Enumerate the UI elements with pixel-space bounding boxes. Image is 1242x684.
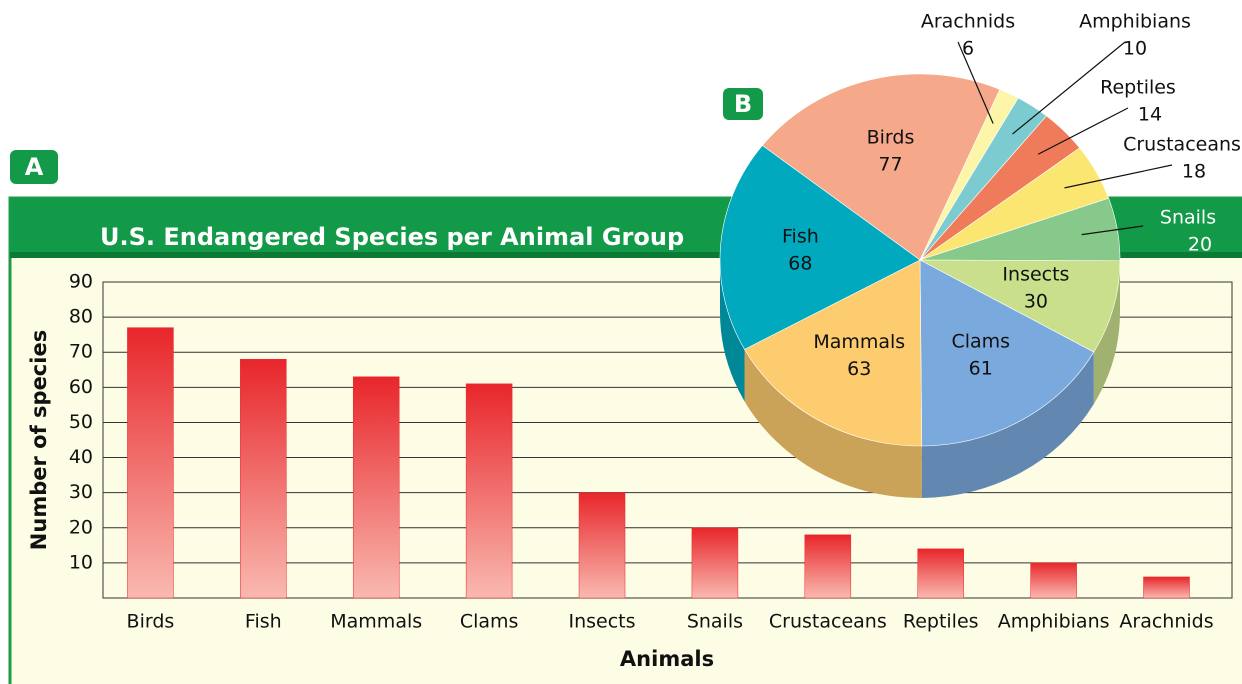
y-tick-label: 60 [69,376,93,398]
slice-value: 6 [962,38,974,60]
slice-value: 10 [1123,38,1147,60]
bar [127,327,174,599]
y-tick-label: 80 [69,306,93,328]
panel-label: B [734,90,752,118]
slice-label: Fish [782,225,819,247]
y-tick-label: 70 [69,341,93,363]
bar [240,358,287,599]
slice-value: 30 [1024,290,1048,312]
pie-slice [919,259,1121,353]
chart-title: U.S. Endangered Species per Animal Group [100,223,684,251]
pie-slice [719,145,921,350]
slice-label: Clams [951,331,1010,353]
leader-line [1064,164,1173,189]
pie-side [744,349,922,498]
slice-value: 20 [1188,234,1212,256]
slice-label: Crustaceans [1123,134,1241,156]
x-tick-label: Amphibians [998,611,1110,633]
x-tick-label: Arachnids [1119,611,1213,633]
bar [917,548,964,599]
bar [691,527,739,599]
slice-value: 77 [878,153,902,175]
x-tick-label: Insects [569,611,636,633]
x-tick-label: Mammals [330,611,422,633]
leader-line [1012,41,1126,135]
panel-badge [10,150,58,184]
pie-side [921,352,1094,498]
slice-label: Snails [1160,207,1216,229]
panel-badge [723,88,763,120]
slice-value: 68 [788,252,812,274]
y-tick-label: 90 [69,271,93,293]
slice-label: Reptiles [1100,77,1176,99]
slice-label: Amphibians [1079,11,1191,33]
x-tick-label: Snails [687,611,743,633]
y-axis-label: Number of species [27,330,51,550]
slice-value: 18 [1182,161,1206,183]
panel-label: A [25,153,44,181]
header-edge [10,252,1242,258]
y-tick-label: 10 [69,551,93,573]
x-tick-label: Fish [245,611,282,633]
x-tick-label: Crustaceans [769,611,887,633]
bar [1030,562,1077,599]
y-tick-label: 50 [69,411,93,433]
leader-line [1037,107,1129,155]
leader-line [957,41,994,124]
slice-label: Arachnids [921,11,1015,33]
leader-line [1081,225,1144,236]
bar [578,492,626,599]
slice-label: Birds [867,126,915,148]
slice-value: 61 [969,358,993,380]
x-tick-label: Clams [460,611,519,633]
y-tick-label: 30 [69,481,93,503]
slice-label: Insects [1002,263,1069,285]
bar [465,383,513,599]
pie-slice [761,73,1001,261]
y-tick-label: 20 [69,516,93,538]
pie-slice [744,259,923,447]
x-axis-label: Animals [620,647,714,671]
slice-value: 14 [1138,104,1162,126]
slice-value: 63 [847,358,871,380]
pie-slice [919,259,1095,447]
bar [804,534,852,599]
y-tick-label: 40 [69,446,93,468]
pie-side [720,260,745,402]
x-tick-label: Birds [127,611,175,633]
bar [352,376,400,599]
x-tick-label: Reptiles [903,611,979,633]
bar [1143,576,1190,599]
pie-side [1093,260,1120,405]
slice-label: Mammals [813,331,905,353]
